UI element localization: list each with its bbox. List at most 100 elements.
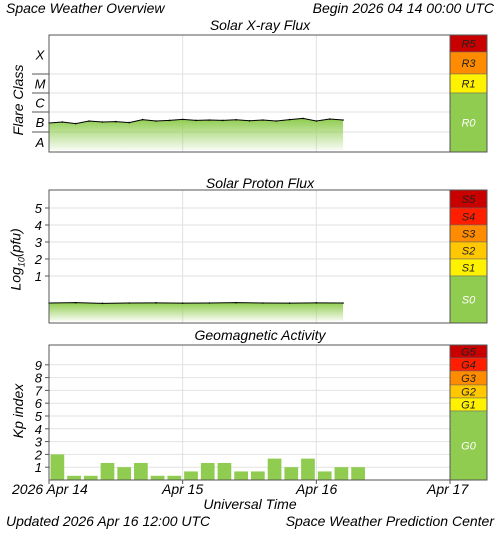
- kp-bar-18: [351, 467, 365, 480]
- xray-point-14: [235, 119, 237, 121]
- kp-bar-0: [50, 454, 65, 480]
- xray-point-2: [74, 122, 77, 125]
- proton-scale-s1-label: S1: [462, 263, 475, 275]
- xray-point-19: [302, 117, 304, 120]
- proton-scale-s0-label: S0: [462, 295, 476, 307]
- kp-scale-g0-label: G0: [461, 441, 477, 453]
- xray-point-22: [342, 119, 344, 121]
- xray-point-3: [88, 120, 90, 122]
- xray-class-B: B: [36, 115, 45, 130]
- kp-bar-12: [251, 471, 265, 480]
- kp-bar-4: [117, 467, 132, 480]
- xray-point-21: [328, 118, 331, 120]
- kp-y-4-label: 4: [35, 422, 42, 437]
- xray-point-13: [221, 119, 224, 122]
- kp-bar-17: [334, 467, 349, 480]
- proton-point-7: [235, 301, 237, 304]
- kp-bar-1: [67, 475, 81, 480]
- kp-y-3-label: 3: [35, 435, 43, 450]
- proton-point-4: [155, 302, 157, 304]
- proton-point-3: [128, 302, 130, 304]
- kp-y-6-label: 6: [35, 396, 43, 411]
- xray-scale-r0-label: R0: [461, 118, 476, 130]
- xray-point-18: [288, 118, 291, 121]
- xray-scale-r1-label: R1: [461, 79, 475, 91]
- proton-y-4-label: 4: [35, 218, 42, 233]
- xray-point-6: [128, 121, 130, 124]
- begin-time: Begin 2026 04 14 00:00 UTC: [312, 0, 494, 16]
- proton-y-3-label: 3: [35, 235, 43, 250]
- xray-point-15: [248, 120, 251, 122]
- proton-point-8: [262, 302, 264, 304]
- kp-bar-11: [234, 471, 248, 480]
- kp-bar-10: [217, 462, 232, 480]
- proton-scale-s4-label: S4: [462, 212, 475, 224]
- x-tick-2: Apr 16: [296, 481, 338, 497]
- proton-frame: [48, 189, 488, 324]
- xray-point-7: [141, 118, 144, 121]
- xray-frame: [48, 34, 488, 153]
- kp-bar-8: [184, 471, 198, 480]
- kp-bar-9: [200, 462, 215, 480]
- page-title: Space Weather Overview: [6, 0, 165, 16]
- x-tick-0: 2026 Apr 14: [12, 481, 88, 497]
- kp-bar-3: [100, 462, 115, 480]
- kp-frame: [48, 344, 488, 481]
- proton-point-2: [101, 302, 104, 305]
- xray-scale-r5-label: R5: [461, 39, 476, 51]
- proton-scale-s5-label: S5: [462, 194, 476, 206]
- kp-bar-6: [150, 475, 165, 480]
- xray-point-17: [275, 120, 278, 122]
- xray-point-9: [168, 119, 171, 122]
- proton-point-1: [74, 301, 77, 304]
- proton-point-10: [315, 302, 318, 304]
- proton-scale-s2-label: S2: [462, 246, 475, 258]
- proton-point-6: [208, 302, 211, 304]
- kp-scale-g4-label: G4: [461, 360, 476, 372]
- xray-point-4: [101, 121, 104, 123]
- kp-scale-g1-label: G1: [461, 400, 476, 412]
- proton-point-11: [342, 302, 344, 304]
- xray-class-C: C: [35, 96, 45, 111]
- xray-point-10: [181, 118, 184, 121]
- kp-y-7-label: 7: [35, 383, 43, 398]
- xray-class-X: X: [35, 48, 46, 63]
- kp-bar-7: [167, 475, 182, 480]
- proton-y-1-label: 1: [35, 269, 42, 284]
- xray-point-11: [195, 119, 197, 122]
- proton-flux-line: [48, 302, 344, 304]
- kp-scale-g3-label: G3: [461, 373, 477, 385]
- kp-y-5-label: 5: [35, 409, 43, 424]
- proton-panel-title: Solar Proton Flux: [205, 175, 315, 191]
- kp-bar-14: [284, 467, 299, 480]
- kp-scale-g2-label: G2: [461, 387, 476, 399]
- kp-bar-5: [134, 462, 148, 480]
- proton-point-9: [288, 302, 291, 304]
- x-axis-label: Universal Time: [203, 496, 297, 512]
- kp-bar-2: [83, 475, 98, 480]
- kp-y-8-label: 8: [35, 371, 43, 386]
- xray-class-A: A: [35, 135, 45, 150]
- kp-y-2-label: 2: [34, 447, 43, 462]
- kp-bar-15: [301, 458, 315, 480]
- proton-point-5: [181, 302, 184, 304]
- kp-scale-g5-label: G5: [461, 347, 477, 359]
- kp-y-1-label: 1: [35, 460, 42, 475]
- kp-y-9-label: 9: [35, 358, 42, 373]
- x-tick-1: Apr 15: [162, 481, 204, 497]
- proton-scale-s3-label: S3: [462, 229, 476, 241]
- source-credit: Space Weather Prediction Center: [285, 513, 494, 529]
- kp-bar-16: [317, 471, 332, 480]
- xray-point-5: [115, 120, 117, 123]
- kp-bar-13: [267, 458, 282, 480]
- proton-plot-area: [49, 190, 487, 323]
- xray-point-12: [208, 119, 211, 121]
- kp-plot-area: [49, 345, 487, 480]
- xray-scale-r3-label: R3: [461, 58, 476, 70]
- proton-flux-fill: [49, 302, 344, 321]
- xray-point-8: [155, 120, 157, 122]
- proton-y-2-label: 2: [34, 252, 43, 267]
